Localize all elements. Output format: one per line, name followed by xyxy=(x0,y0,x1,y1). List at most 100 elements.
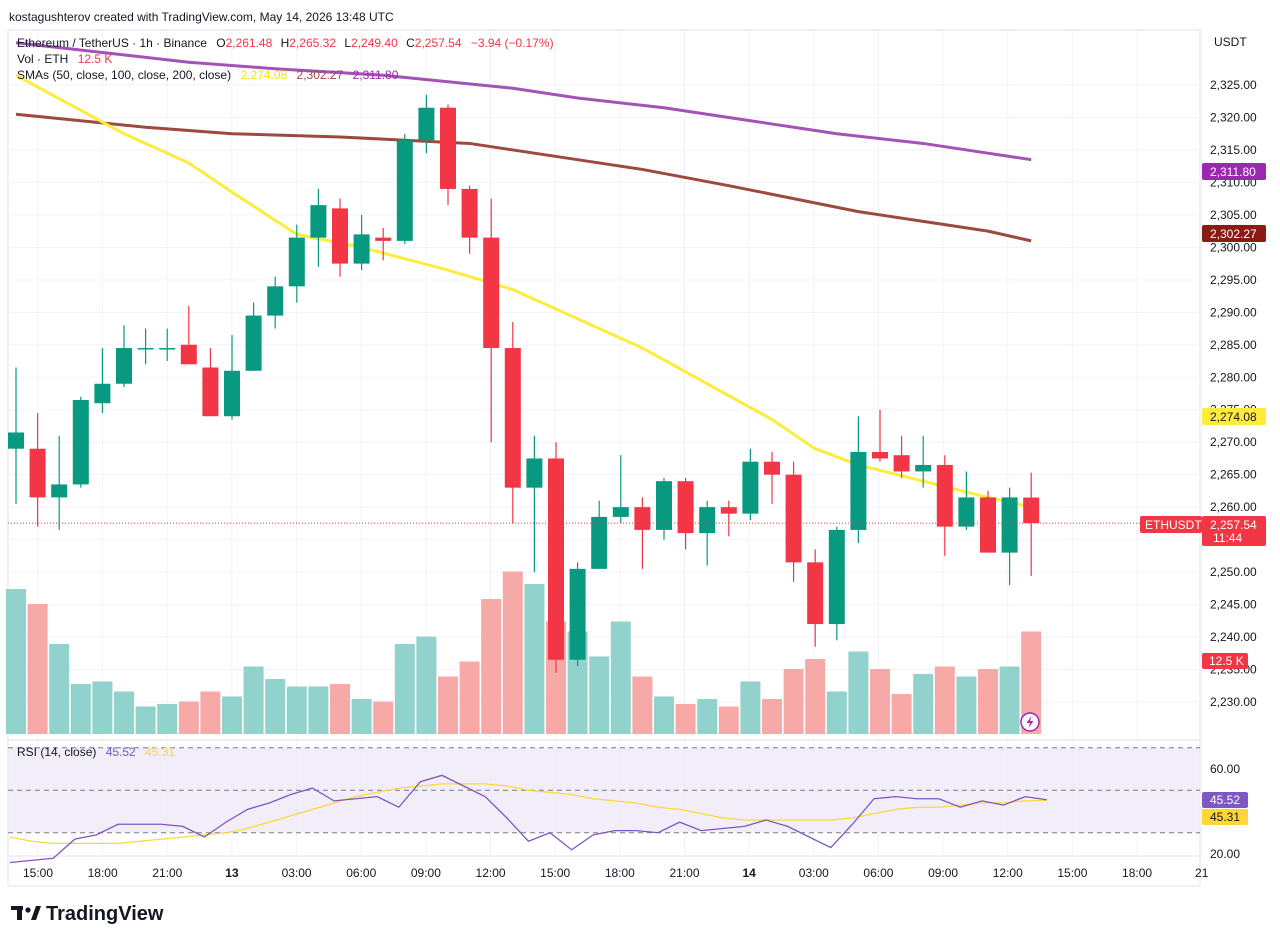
volume-bar xyxy=(243,666,264,734)
candle-body[interactable] xyxy=(958,497,975,527)
currency-label: USDT xyxy=(1214,35,1247,49)
candle-body[interactable] xyxy=(332,208,348,264)
candle-body[interactable] xyxy=(1001,497,1018,553)
svg-text:11:44: 11:44 xyxy=(1213,531,1242,545)
svg-text:2,257.54: 2,257.54 xyxy=(1210,518,1257,532)
time-tick-label: 18:00 xyxy=(88,866,118,880)
candle-body[interactable] xyxy=(353,234,370,264)
svg-text:2,274.08: 2,274.08 xyxy=(1210,410,1257,424)
candle-body[interactable] xyxy=(677,481,694,534)
candle-body[interactable] xyxy=(461,188,478,238)
attribution-text: kostagushterov created with TradingView.… xyxy=(9,10,394,24)
volume-bar xyxy=(870,669,890,734)
badge-rsi: 45.52 xyxy=(1202,792,1248,808)
time-tick-label: 21:00 xyxy=(152,866,182,880)
candle-body[interactable] xyxy=(1023,497,1040,524)
candle-body[interactable] xyxy=(418,107,435,141)
time-tick-label: 18:00 xyxy=(1122,866,1152,880)
lightning-icon[interactable] xyxy=(1020,712,1040,732)
candle-body[interactable] xyxy=(591,516,608,569)
candle-body[interactable] xyxy=(893,455,910,472)
candle-body[interactable] xyxy=(116,348,132,384)
price-tick-label: 2,280.00 xyxy=(1210,370,1257,384)
volume-bar xyxy=(783,669,804,734)
candle-body[interactable] xyxy=(872,451,888,459)
badge-symbol-tag[interactable]: ETHUSDT xyxy=(1140,516,1202,533)
legend-sma: SMAs (50, close, 100, close, 200, close)… xyxy=(17,68,399,82)
badge-rsi-ma: 45.31 xyxy=(1202,809,1248,825)
rsi-ma-line xyxy=(9,783,1047,845)
volume-bar xyxy=(135,706,156,734)
volume-bar xyxy=(373,701,394,734)
candle-body[interactable] xyxy=(245,315,262,371)
price-tick-label: 2,300.00 xyxy=(1210,240,1257,254)
price-tick-label: 2,315.00 xyxy=(1210,143,1257,157)
candle-body[interactable] xyxy=(720,507,737,514)
candle-body[interactable] xyxy=(548,458,564,660)
candle-body[interactable] xyxy=(180,344,197,365)
sma200-line xyxy=(15,41,1032,162)
candle-body[interactable] xyxy=(742,461,759,514)
volume-bar xyxy=(913,674,934,734)
candle-body[interactable] xyxy=(224,370,240,417)
candle-body[interactable] xyxy=(267,286,284,316)
candle-body[interactable] xyxy=(850,451,867,530)
badge-sma200: 2,311.80 xyxy=(1202,163,1266,180)
candle-body[interactable] xyxy=(764,461,780,475)
candle-body[interactable] xyxy=(828,529,845,625)
candle-body[interactable] xyxy=(288,237,305,287)
candle-body[interactable] xyxy=(504,348,521,488)
price-tick-label: 2,295.00 xyxy=(1210,273,1257,287)
volume-bar xyxy=(978,669,998,734)
candle-body[interactable] xyxy=(51,484,68,498)
svg-text:45.31: 45.31 xyxy=(1210,810,1240,824)
candle-body[interactable] xyxy=(8,432,24,449)
candle-body[interactable] xyxy=(440,107,456,189)
volume-bar xyxy=(114,691,134,734)
candle-body[interactable] xyxy=(483,237,500,349)
candle-body[interactable] xyxy=(526,458,543,488)
volume-bar xyxy=(70,684,91,734)
candle-body[interactable] xyxy=(569,568,586,660)
candle-body[interactable] xyxy=(699,507,716,534)
candle-body[interactable] xyxy=(396,140,413,241)
brand-name: TradingView xyxy=(46,903,164,925)
candle-body[interactable] xyxy=(785,474,802,563)
candle-body[interactable] xyxy=(72,399,89,485)
volume-bar xyxy=(351,699,372,734)
volume-bar xyxy=(891,694,912,734)
volume-bar xyxy=(805,659,826,734)
candle-body[interactable] xyxy=(634,507,651,530)
candle-body[interactable] xyxy=(936,464,953,527)
time-axis: 15:00 18:00 21:00 13 03:00 06:00 09:00 12:00 15:… xyxy=(23,866,1209,880)
volume-bar xyxy=(956,676,977,734)
volume-bar xyxy=(524,584,545,734)
volume-bar xyxy=(697,699,718,734)
badge-last-price: 2,257.54 11:44 xyxy=(1202,516,1266,546)
price-tick-label: 2,320.00 xyxy=(1210,110,1257,124)
volume-bar xyxy=(654,696,674,734)
candle-body[interactable] xyxy=(807,562,824,625)
candle-body[interactable] xyxy=(159,348,176,350)
candle-body[interactable] xyxy=(656,481,672,530)
rsi-tick-label: 20.00 xyxy=(1210,847,1240,861)
candle-body[interactable] xyxy=(980,497,996,553)
candle-body[interactable] xyxy=(94,383,111,404)
candle-body[interactable] xyxy=(202,367,219,417)
sma-lines xyxy=(15,41,1032,509)
tradingview-logo[interactable]: TradingView xyxy=(11,903,164,925)
time-tick-label: 15:00 xyxy=(1057,866,1087,880)
candle-body[interactable] xyxy=(612,507,629,517)
price-tick-label: 2,260.00 xyxy=(1210,500,1257,514)
candle-body[interactable] xyxy=(29,448,46,498)
time-tick-label: 12:00 xyxy=(993,866,1023,880)
candle-body[interactable] xyxy=(915,464,932,472)
candle-body[interactable] xyxy=(375,237,392,241)
candle-body[interactable] xyxy=(310,205,327,238)
price-tick-label: 2,285.00 xyxy=(1210,338,1257,352)
candle-body[interactable] xyxy=(137,348,154,350)
volume-bar xyxy=(200,691,221,734)
candles[interactable] xyxy=(8,94,1040,673)
svg-text:45.52: 45.52 xyxy=(1210,793,1240,807)
